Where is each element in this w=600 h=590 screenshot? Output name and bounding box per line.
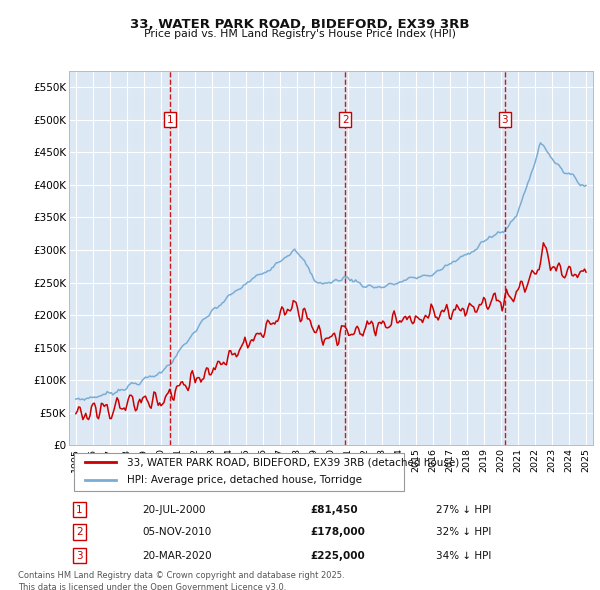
Text: Price paid vs. HM Land Registry's House Price Index (HPI): Price paid vs. HM Land Registry's House …	[144, 29, 456, 39]
Text: 20-JUL-2000: 20-JUL-2000	[142, 504, 206, 514]
Text: 20-MAR-2020: 20-MAR-2020	[142, 550, 212, 560]
Text: £225,000: £225,000	[310, 550, 365, 560]
FancyBboxPatch shape	[74, 453, 404, 490]
Text: 2: 2	[76, 527, 83, 537]
Text: 3: 3	[76, 550, 83, 560]
Text: 33, WATER PARK ROAD, BIDEFORD, EX39 3RB (detached house): 33, WATER PARK ROAD, BIDEFORD, EX39 3RB …	[127, 457, 459, 467]
Text: HPI: Average price, detached house, Torridge: HPI: Average price, detached house, Torr…	[127, 475, 362, 485]
Text: £81,450: £81,450	[310, 504, 358, 514]
Text: 34% ↓ HPI: 34% ↓ HPI	[436, 550, 491, 560]
Text: 33, WATER PARK ROAD, BIDEFORD, EX39 3RB: 33, WATER PARK ROAD, BIDEFORD, EX39 3RB	[130, 18, 470, 31]
Text: 1: 1	[167, 114, 173, 124]
Text: 05-NOV-2010: 05-NOV-2010	[142, 527, 212, 537]
Text: 1: 1	[76, 504, 83, 514]
Text: Contains HM Land Registry data © Crown copyright and database right 2025.: Contains HM Land Registry data © Crown c…	[18, 571, 344, 580]
Text: This data is licensed under the Open Government Licence v3.0.: This data is licensed under the Open Gov…	[18, 583, 286, 590]
Text: £178,000: £178,000	[310, 527, 365, 537]
Text: 27% ↓ HPI: 27% ↓ HPI	[436, 504, 491, 514]
Text: 3: 3	[502, 114, 508, 124]
Text: 2: 2	[342, 114, 349, 124]
Text: 32% ↓ HPI: 32% ↓ HPI	[436, 527, 491, 537]
